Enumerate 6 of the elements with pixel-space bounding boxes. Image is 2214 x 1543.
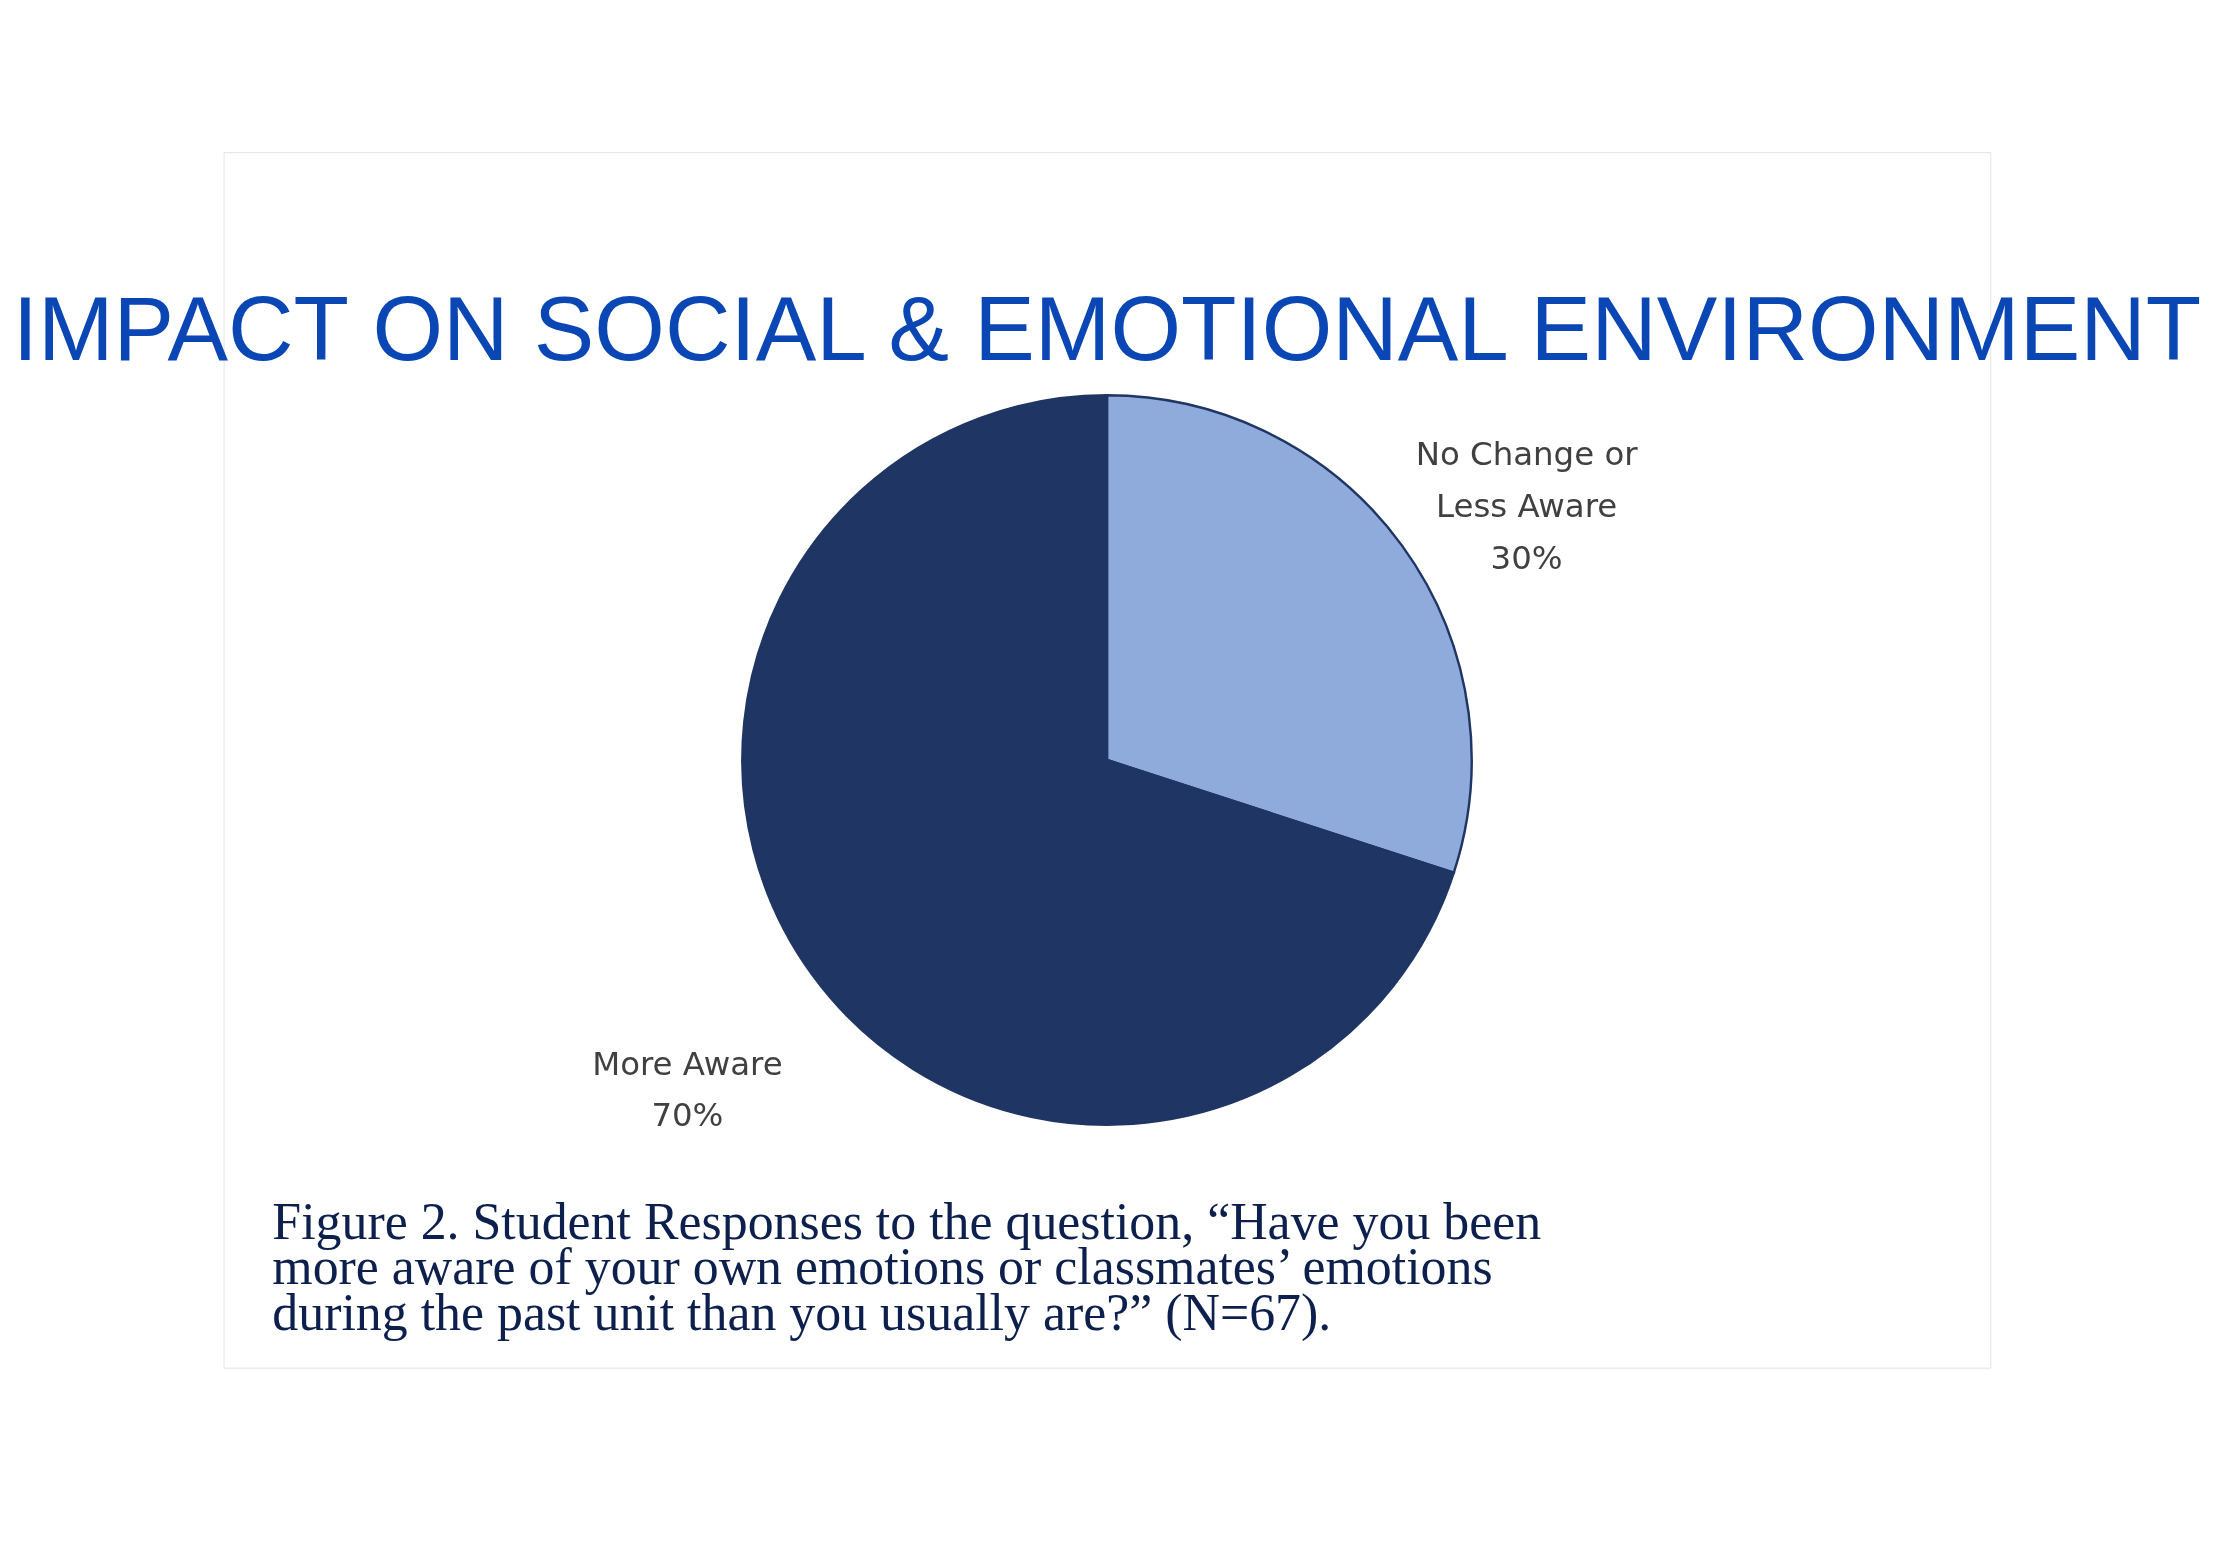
data-label: 70% — [651, 1096, 724, 1135]
slice-label: No Change or Less Aware — [1415, 434, 1639, 525]
caption: Figure 2. Student Responses to the question, “Have you been more aware of your own emotions or classmates’ emotions during the past unit than you usually are?” (N=67). — [272, 1192, 1542, 1342]
slice-label: More Aware — [592, 1044, 783, 1083]
data-label: 30% — [1490, 538, 1563, 577]
chart-title: IMPACT ON SOCIAL & EMOTIONAL ENVIRONMENT — [12, 277, 2202, 379]
